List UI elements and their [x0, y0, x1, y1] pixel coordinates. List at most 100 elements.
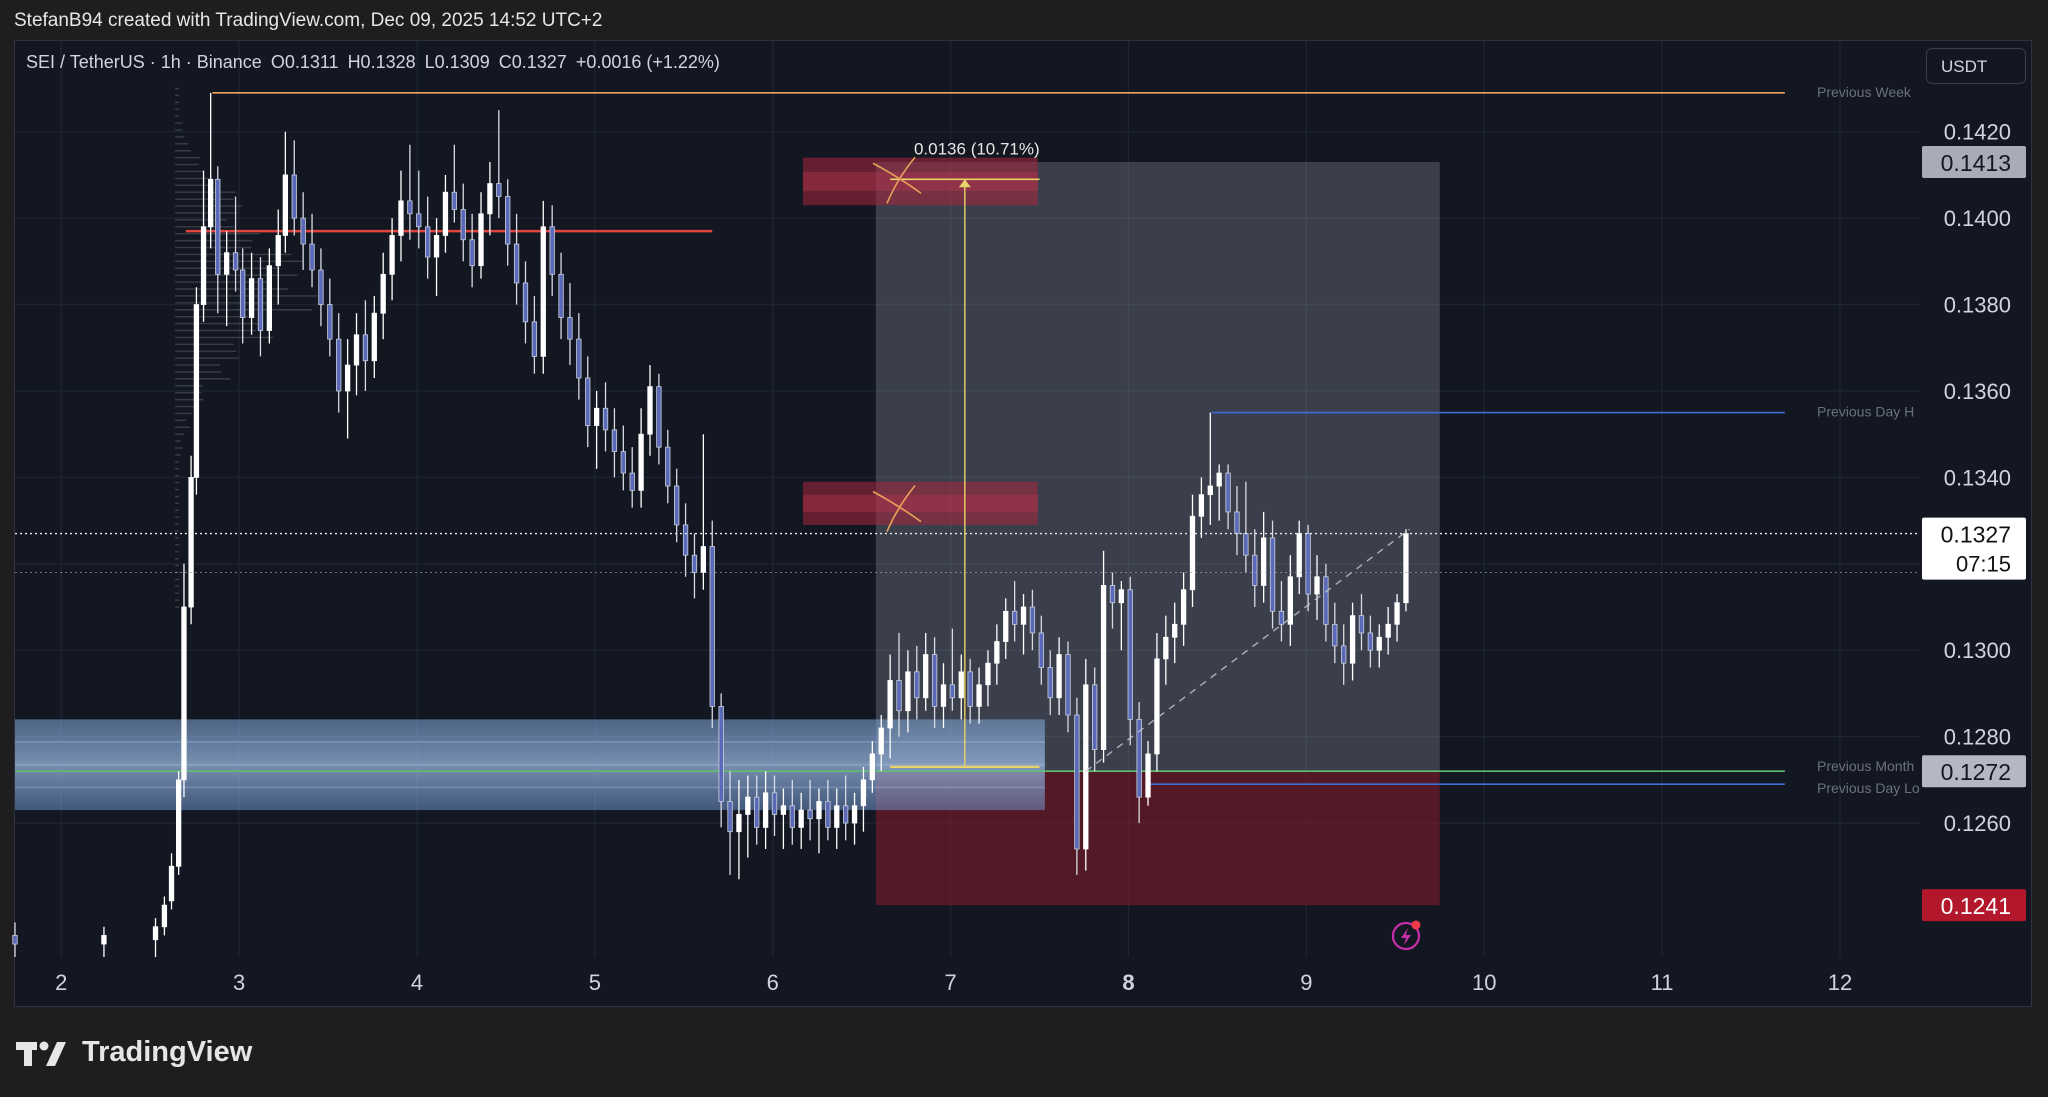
candle-up — [958, 671, 964, 699]
candle-up — [282, 174, 289, 236]
candle-up — [1056, 654, 1062, 699]
candle-up — [647, 386, 653, 435]
chart-attribution: StefanB94 created with TradingView.com, … — [14, 10, 603, 31]
candle-down — [1011, 610, 1018, 625]
candle-up — [834, 805, 840, 828]
candle-up — [887, 680, 893, 729]
candle-up — [638, 433, 644, 491]
candle-down — [691, 554, 698, 573]
candle-up — [487, 183, 493, 215]
candle-down — [789, 805, 795, 828]
candle-up — [1118, 589, 1125, 604]
candle-up — [1003, 610, 1009, 642]
candle-down — [425, 226, 431, 258]
candle-down — [576, 338, 582, 379]
candle-up — [1261, 537, 1267, 586]
candle-up — [1314, 576, 1320, 595]
candle-up — [1385, 623, 1391, 638]
candle-up — [976, 684, 982, 707]
candle-down — [665, 446, 671, 487]
cross-mark-stroke — [886, 156, 916, 204]
candle-down — [771, 792, 778, 815]
candle-down — [1065, 654, 1071, 716]
overlays: 0.0136 (10.71%) — [15, 139, 1920, 951]
candle-down — [682, 524, 689, 556]
candle-down — [1029, 606, 1036, 634]
level-lines: Previous Week Previous Day H Previous Mont… — [15, 84, 1920, 796]
price-countdown: 07:15 — [1956, 552, 2011, 577]
price-tag-label: 0.1272 — [1941, 759, 2011, 785]
candle-down — [718, 705, 724, 802]
price-tag-label: 0.1241 — [1941, 893, 2011, 919]
x-tick-label: 3 — [233, 970, 245, 995]
candle-up — [353, 334, 360, 366]
candle-up — [762, 792, 769, 828]
candle-down — [362, 334, 369, 362]
candle-down — [232, 252, 239, 271]
candle-down — [602, 407, 609, 431]
candle-up — [168, 865, 175, 902]
level-label: Previous Day H — [1817, 404, 1914, 420]
candle-down — [611, 429, 618, 452]
candle-up — [248, 278, 255, 318]
candle-down — [1332, 623, 1338, 647]
candle-up — [1180, 589, 1187, 625]
candle-down — [496, 183, 502, 197]
candle-down — [754, 796, 760, 828]
candle-up — [905, 671, 911, 712]
ohlc-low: L0.1309 — [424, 52, 490, 72]
candle-up — [1296, 533, 1302, 578]
level-label: Previous Day Lo — [1817, 780, 1920, 796]
price-tag-label: 0.1413 — [1941, 150, 2011, 176]
candle-down — [1358, 615, 1365, 634]
price-tag-label: 0.1327 — [1941, 522, 2011, 548]
candle-up — [923, 654, 929, 699]
candle-up — [736, 814, 742, 833]
candle-up — [985, 662, 991, 686]
candle-up — [878, 727, 884, 755]
candle-up — [101, 934, 107, 945]
supply-zone — [802, 157, 1038, 206]
candle-up — [398, 200, 404, 236]
candle-up — [1216, 472, 1222, 487]
y-tick-label: 0.1260 — [1944, 811, 2011, 836]
candle-up — [175, 779, 182, 867]
candle-down — [807, 809, 813, 820]
candle-up — [1376, 636, 1382, 651]
x-tick-label: 12 — [1828, 970, 1852, 995]
candle-up — [798, 809, 804, 828]
candle-down — [567, 317, 573, 340]
candle-up — [860, 779, 867, 807]
candle-up — [1163, 636, 1169, 660]
currency-button[interactable]: USDT — [1926, 48, 2026, 84]
candle-up — [1172, 623, 1178, 638]
candle-down — [1109, 585, 1116, 604]
candle-up — [380, 273, 386, 314]
candle-up — [1145, 753, 1151, 798]
footer-brand[interactable]: TradingView — [16, 1036, 252, 1069]
level-label: Previous Week — [1817, 84, 1912, 100]
candle-up — [1207, 485, 1213, 496]
candle-down — [513, 243, 520, 284]
candle-up — [188, 476, 194, 608]
candle-down — [291, 174, 297, 219]
candle-up — [700, 546, 707, 573]
candle-down — [1278, 610, 1285, 625]
candle-up — [161, 904, 168, 928]
candle-up — [344, 364, 351, 392]
candle-down — [215, 178, 221, 275]
candle-down — [558, 273, 564, 318]
candle-down — [451, 191, 457, 210]
x-tick-label: 5 — [589, 970, 601, 995]
price-tag — [1922, 889, 2026, 922]
candle-down — [505, 196, 511, 245]
y-tick-label: 0.1380 — [1944, 293, 2011, 318]
candle-down — [825, 801, 831, 828]
candle-up — [478, 213, 484, 267]
price-change: +0.0016 (+1.22%) — [575, 52, 720, 72]
candle-up — [851, 805, 858, 824]
x-tick-label: 6 — [767, 970, 779, 995]
candle-up — [816, 801, 822, 820]
supply-zone-core — [802, 494, 1038, 512]
